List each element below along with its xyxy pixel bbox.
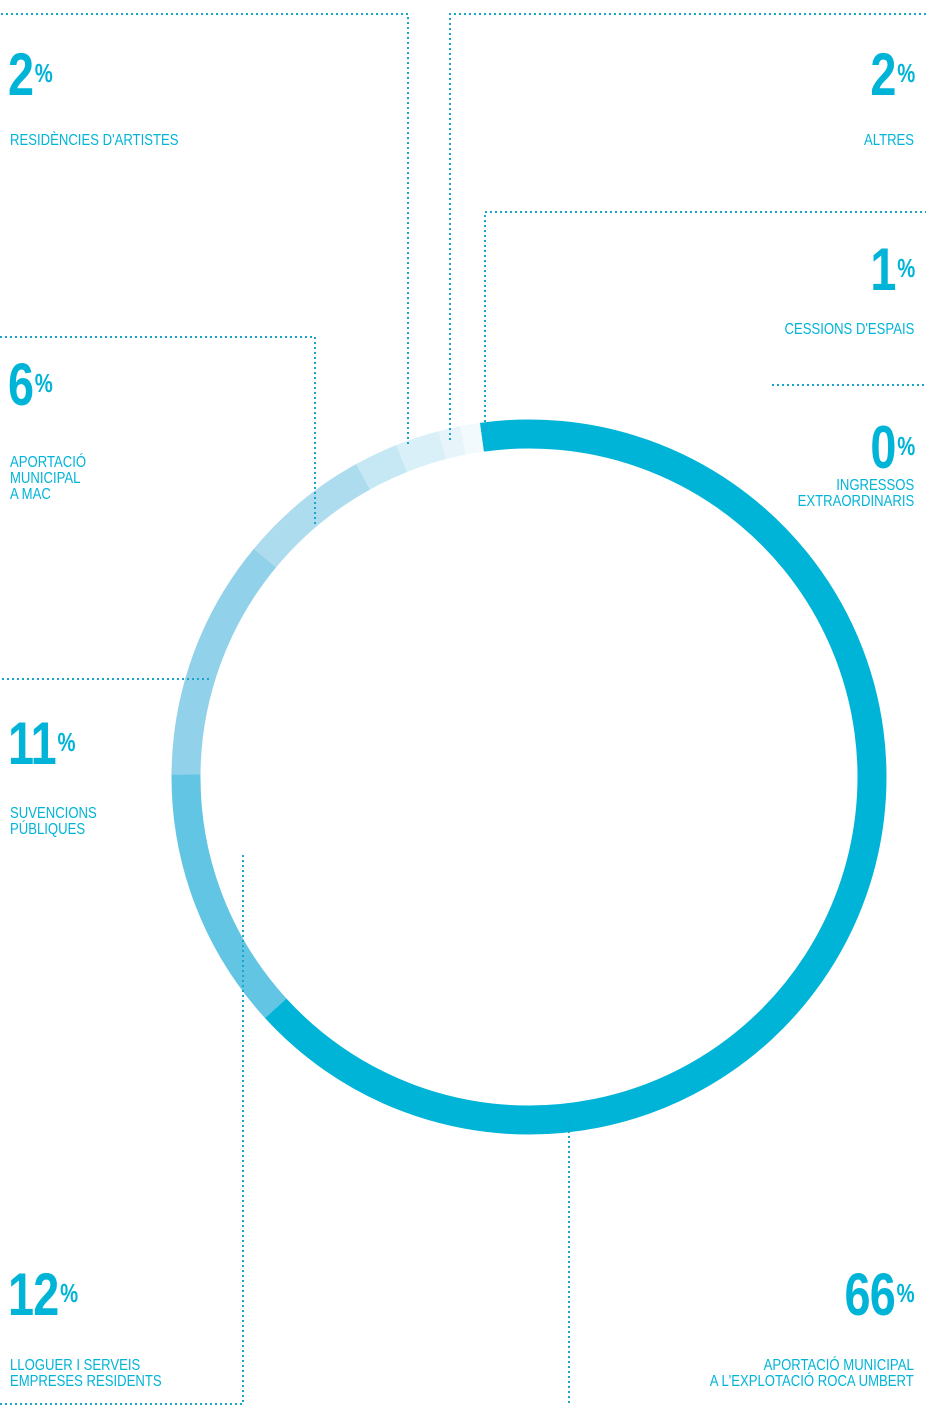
segment-percentage: 2% [870,45,915,105]
segment-label-line: A L'EXPLOTACIÓ ROCA UMBERT [710,1373,914,1390]
donut-segment [460,422,484,455]
leader-line [0,13,409,444]
donut-segment [253,464,371,568]
segment-label-line: EMPRESES RESIDENTS [10,1373,162,1390]
segment-label: APORTACIÓ MUNICIPAL A L'EXPLOTACIÓ ROCA U… [710,1358,914,1390]
percentage-value: 11 [8,710,57,777]
segment-label-line: APORTACIÓ [10,454,87,471]
segment-label: CESSIONS D'ESPAIS [784,322,914,338]
donut-segment [356,445,408,490]
segment-percentage: 1% [870,240,915,300]
segment-label-line: INGRESSOS [835,477,914,494]
segment-label-line: ALTRES [863,132,914,149]
segment-percentage: 66% [845,1265,915,1325]
leader-line [0,336,316,524]
percentage-symbol: % [34,58,53,88]
donut-segment [171,548,277,775]
donut-segment [171,774,287,1019]
percentage-value: 12 [8,1261,59,1328]
segment-label: SUVENCIONS PÚBLIQUES [10,806,97,838]
percentage-value: 66 [844,1261,896,1328]
leader-line [484,211,926,437]
percentage-symbol: % [896,253,915,283]
percentage-symbol: % [896,58,915,88]
percentage-symbol: % [57,727,75,757]
percentage-symbol: % [896,431,915,461]
segment-label: LLOGUER I SERVEIS EMPRESES RESIDENTS [10,1358,162,1390]
segment-label-line: EXTRAORDINARIS [797,493,914,510]
segment-label-line: SUVENCIONS [10,805,97,822]
percentage-value: 2 [869,41,896,108]
donut-segment [396,431,447,473]
donut-ring [171,419,887,1135]
segment-label-line: PÚBLIQUES [10,821,86,838]
percentage-value: 0 [869,414,896,481]
percentage-symbol: % [34,368,53,398]
percentage-value: 6 [8,351,34,418]
segment-percentage: 2% [8,45,53,105]
donut-segment [264,419,887,1135]
segment-label: RESIDÈNCIES D'ARTISTES [10,133,178,149]
segment-label-line: LLOGUER I SERVEIS [10,1357,141,1374]
donut-segment [438,426,467,460]
percentage-symbol: % [60,1278,78,1308]
segment-percentage: 6% [8,355,53,415]
percentage-value: 2 [8,41,34,108]
segment-label-line: MUNICIPAL [10,470,81,487]
segment-label-line: RESIDÈNCIES D'ARTISTES [10,132,179,149]
leader-line [449,13,926,440]
segment-label-line: A MAC [10,486,51,503]
percentage-value: 1 [869,236,896,303]
segment-label: INGRESSOS EXTRAORDINARIS [797,478,914,510]
segment-percentage: 11% [8,714,76,774]
segment-label: APORTACIÓ MUNICIPAL A MAC [10,455,86,503]
segment-label-line: CESSIONS D'ESPAIS [784,321,914,338]
leader-lines [0,13,926,1405]
segment-label: ALTRES [864,133,914,149]
leader-line [0,855,244,1405]
percentage-symbol: % [896,1278,915,1308]
segment-percentage: 0% [870,418,915,478]
segment-label-line: APORTACIÓ MUNICIPAL [763,1357,914,1374]
segment-percentage: 12% [8,1265,78,1325]
